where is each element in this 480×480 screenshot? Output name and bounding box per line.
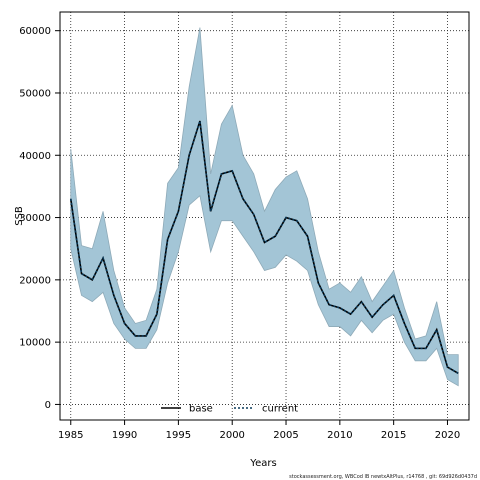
y-tick-label: 30000 (19, 213, 51, 224)
y-tick-label: 40000 (19, 151, 51, 162)
x-tick-label: 2005 (273, 430, 298, 441)
confidence-band (70, 27, 459, 387)
series-line-current (69, 120, 459, 374)
plot-frame (59, 11, 470, 421)
x-tick-label: 2020 (435, 430, 460, 441)
x-tick-label: 1985 (58, 430, 83, 441)
x-tick-label: 1995 (166, 430, 191, 441)
y-tick-label: 20000 (19, 275, 51, 286)
x-axis-title: Years (249, 458, 276, 469)
legend-label-base: base (189, 404, 213, 415)
y-tick-label: 0 (45, 400, 51, 411)
footer-note: stockassessment.org, WBCod lB newtxAltPl… (289, 474, 477, 480)
x-tick-label: 1990 (112, 430, 137, 441)
x-tick-label: 2000 (219, 430, 244, 441)
x-axis: 1985 1990 1995 2000 2005 2010 2015 2020 (58, 420, 460, 441)
x-tick-label: 2010 (327, 430, 352, 441)
y-tick-label: 10000 (19, 338, 51, 349)
legend: base current (161, 404, 298, 415)
x-tick-label: 2015 (381, 430, 406, 441)
y-axis-title: SSB (14, 206, 25, 226)
legend-label-current: current (262, 404, 298, 415)
y-tick-label: 60000 (19, 26, 51, 37)
y-tick-label: 50000 (19, 88, 51, 99)
y-axis: 0 10000 20000 30000 40000 50000 60000 (19, 26, 60, 411)
